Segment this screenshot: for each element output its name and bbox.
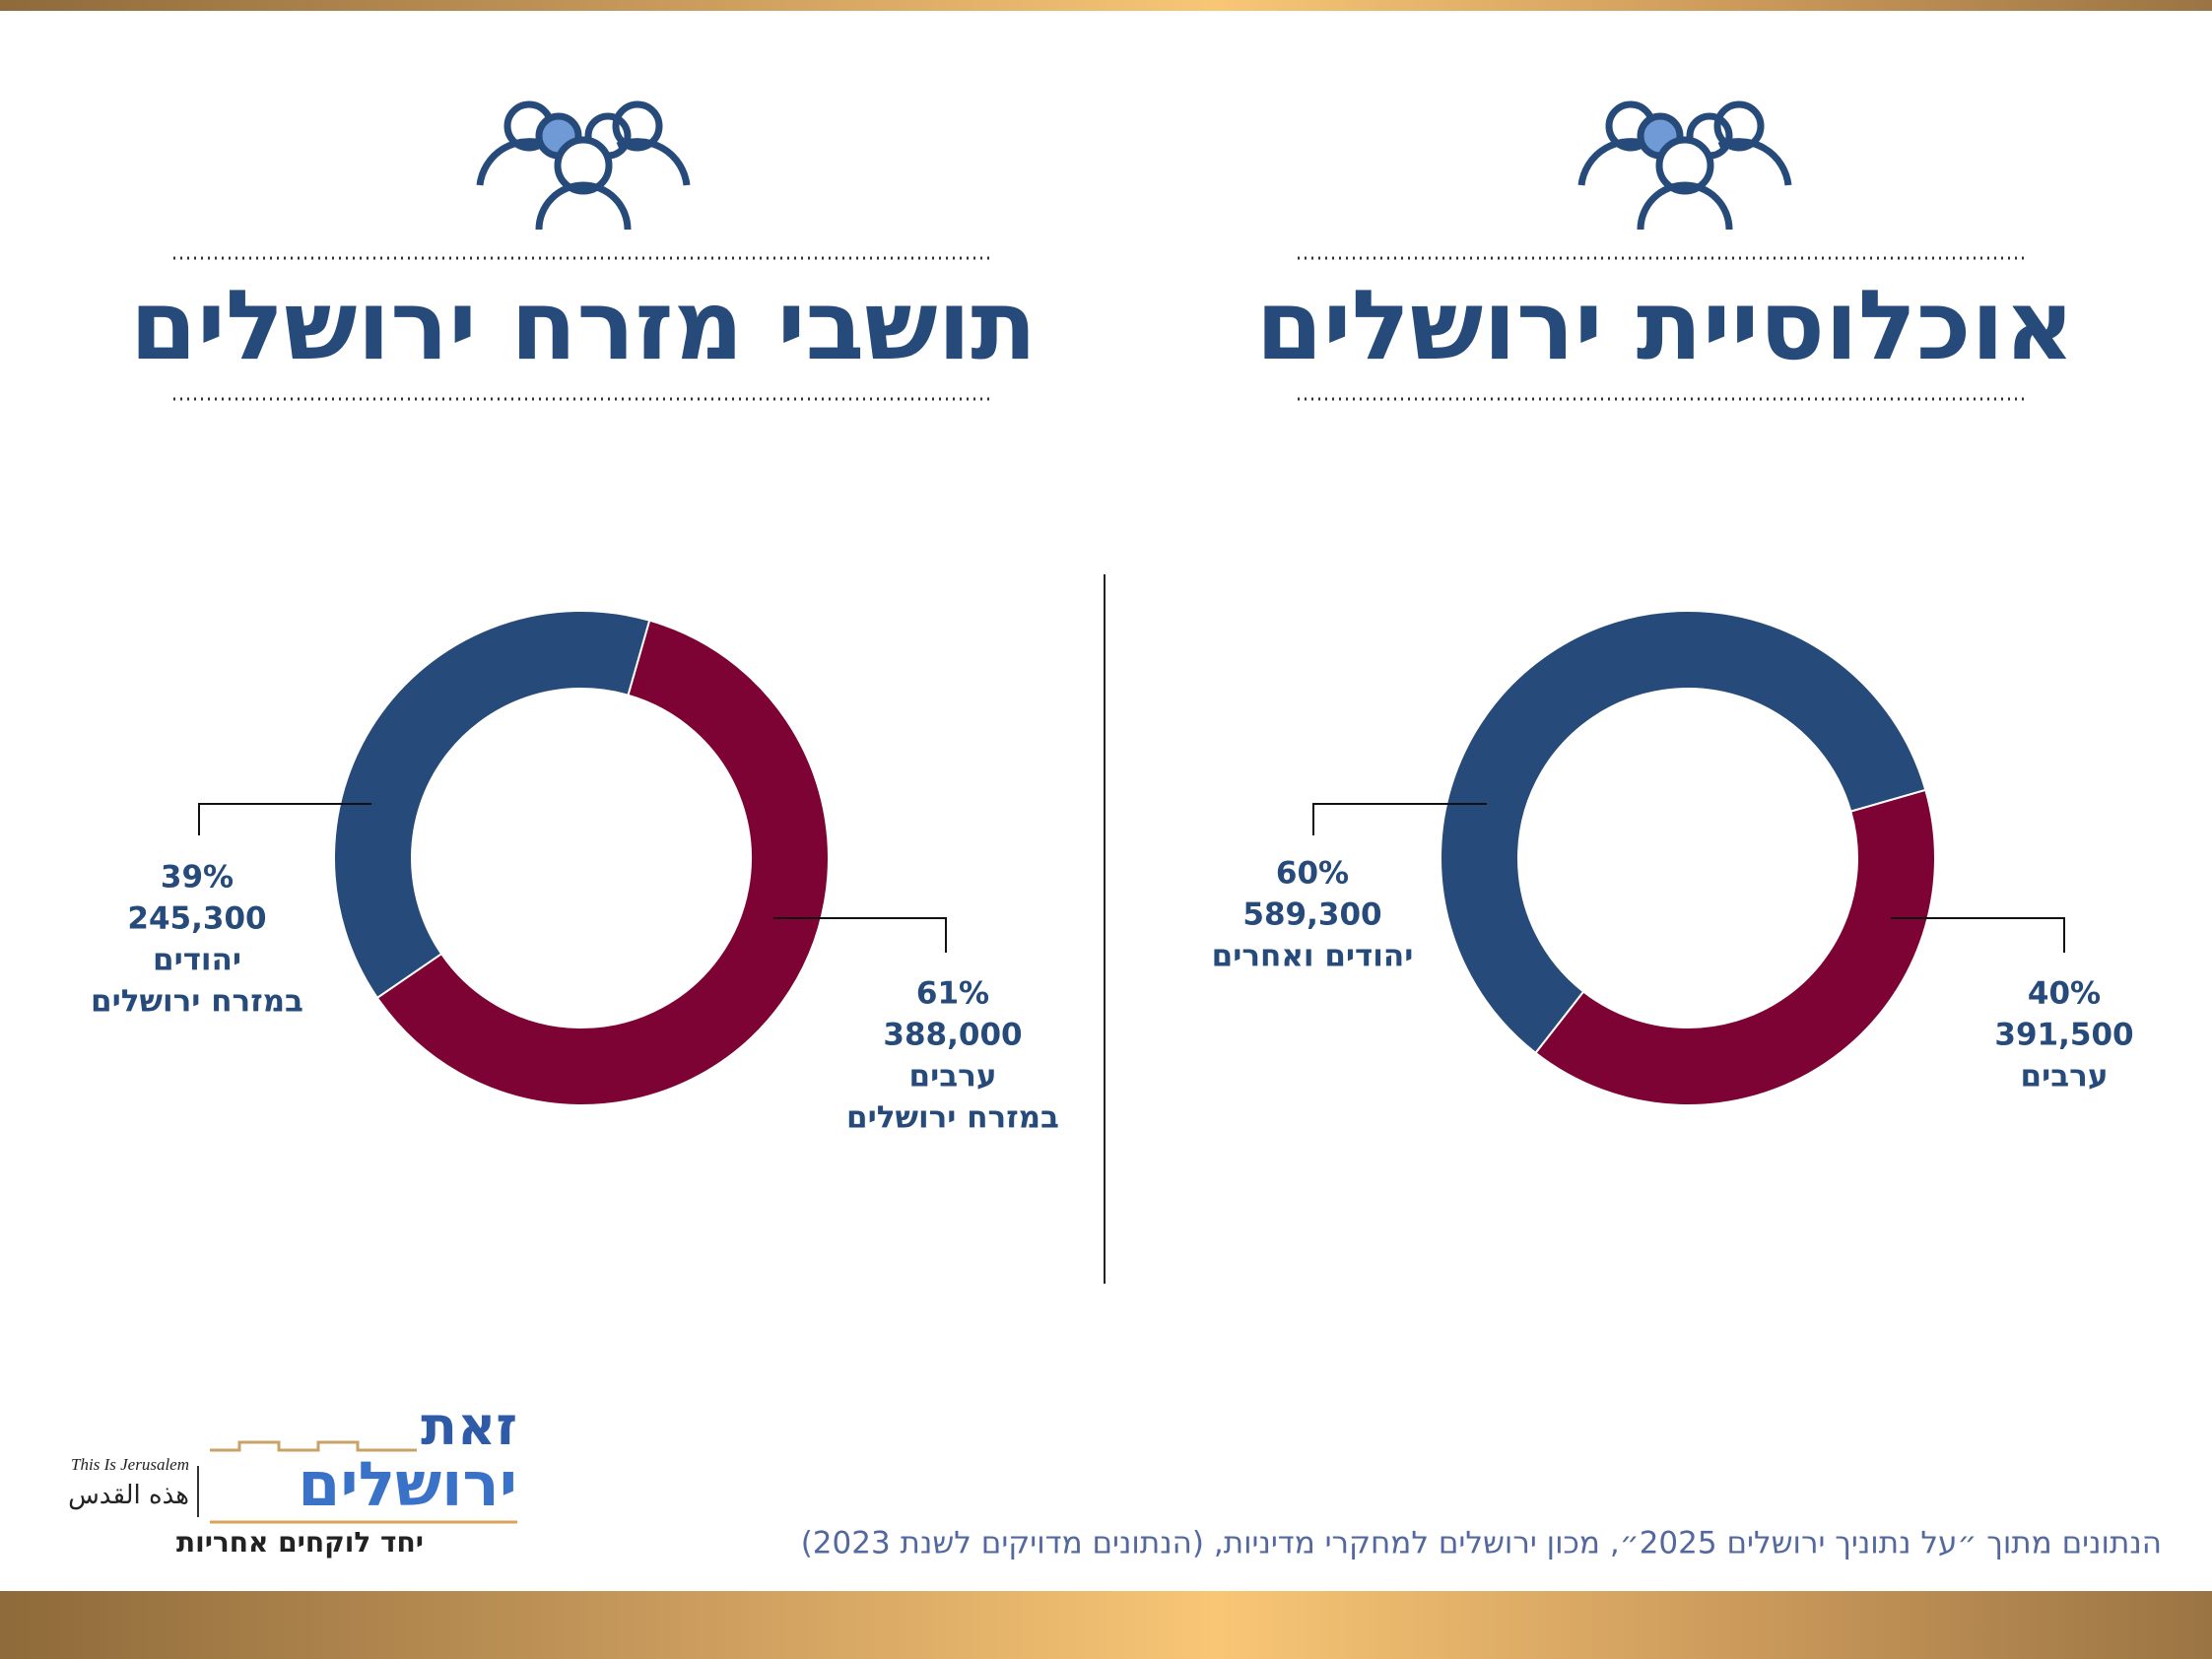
category-label: יהודים <box>153 943 241 978</box>
count-label: 589,300 <box>1242 897 1381 933</box>
count-label: 245,300 <box>127 901 266 937</box>
leader-line <box>773 917 947 953</box>
logo-arabic: هذه القدس <box>68 1481 189 1510</box>
category-label: יהודים ואחרים <box>1212 939 1414 974</box>
logo-name: זאת <box>421 1395 517 1457</box>
chart-title: תושבי מזרח ירושלים <box>130 270 1037 382</box>
count-label: 391,500 <box>1994 1018 2133 1053</box>
logo-english: This Is Jerusalem <box>71 1455 189 1474</box>
top-bar <box>0 0 2212 11</box>
category-label: ערבים <box>2021 1059 2109 1095</box>
people-icon <box>1577 100 1792 231</box>
logo-slogan: יחד לוקחים אחריות <box>176 1526 424 1559</box>
leader-line <box>1891 917 2065 953</box>
category-label: ערבים <box>909 1059 997 1095</box>
bottom-bar <box>0 1591 2212 1659</box>
category-label: במזרח ירושלים <box>91 984 303 1020</box>
percent-label: 61% <box>916 976 989 1012</box>
donut-segment <box>1534 788 1936 1106</box>
donut-segment <box>1440 610 1927 1055</box>
logo-wall <box>210 1440 417 1452</box>
source: הנתונים מתוך ״על נתוניך ירושלים 2025״, מ… <box>801 1526 2162 1561</box>
leader-line <box>198 803 371 835</box>
category-label: במזרח ירושלים <box>846 1100 1059 1136</box>
logo-name: ירושלים <box>298 1448 517 1520</box>
donut-segment <box>375 619 830 1106</box>
percent-label: 40% <box>2028 976 2101 1012</box>
percent-label: 39% <box>161 860 234 896</box>
chart-title: אוכלוסיית ירושלים <box>1256 270 2075 382</box>
leader-line <box>1312 803 1487 835</box>
count-label: 388,000 <box>883 1018 1022 1053</box>
donut-segment <box>333 610 651 1000</box>
people-icon <box>476 100 691 231</box>
percent-label: 60% <box>1276 856 1349 892</box>
logo: זאת ירושלים This Is Jerusalem هذه القدس … <box>68 1395 517 1559</box>
